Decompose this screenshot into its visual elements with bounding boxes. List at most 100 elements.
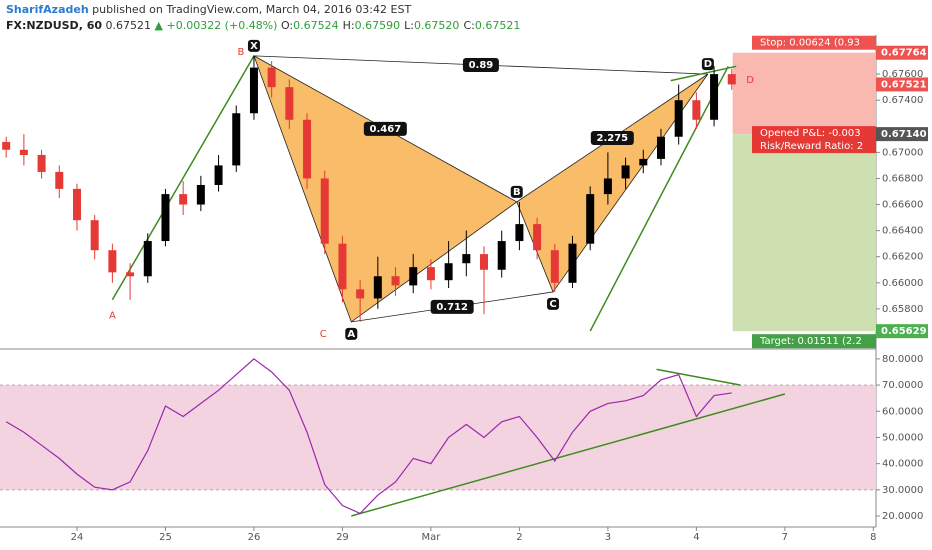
candle-body: [550, 250, 559, 283]
abcd-label: B: [238, 47, 245, 58]
pattern-triangle: [516, 73, 709, 293]
ratio-label: 0.467: [370, 124, 402, 135]
candle-body: [462, 254, 471, 264]
rsi-line: [5, 358, 732, 515]
price-tag-label: 0.65629: [881, 326, 927, 337]
x-tick-label: 29: [336, 532, 349, 543]
candle-body: [710, 74, 719, 120]
candle-body: [126, 272, 135, 277]
candle-body: [568, 243, 577, 283]
author[interactable]: SharifAzadeh: [6, 3, 89, 16]
candle-body: [303, 119, 312, 179]
stop-zone: [732, 52, 876, 135]
x-tick-label: 26: [248, 532, 261, 543]
candle-body: [533, 224, 542, 251]
y-tick-label: 0.65800: [882, 304, 923, 315]
candle-body: [143, 241, 152, 277]
price-tag: [876, 45, 928, 60]
candle-body: [55, 171, 64, 189]
candle-body: [586, 194, 595, 244]
candle-body: [674, 100, 683, 137]
candle-body: [179, 194, 188, 205]
x-tick-label: 25: [159, 532, 172, 543]
y-tick-label: 20.0000: [882, 511, 923, 522]
price-tag-label: 0.67521: [881, 79, 927, 90]
candle-body: [267, 67, 276, 88]
candle-body: [373, 276, 382, 299]
price-tag-label: 0.67140: [881, 129, 927, 140]
abcd-label: A: [109, 311, 116, 322]
y-tick-label: 0.66800: [882, 173, 923, 184]
y-tick-label: 0.66000: [882, 278, 923, 289]
y-tick-label: 0.66600: [882, 200, 923, 211]
price-tag: [876, 324, 928, 339]
trendline: [670, 65, 737, 82]
position-label: Stop: 0.00624 (0.93: [760, 38, 860, 49]
ratio-label: 0.712: [436, 302, 468, 313]
pattern-triangle: [253, 54, 518, 323]
ohlc-value: 0.67590: [354, 19, 401, 32]
candle-body: [656, 136, 665, 159]
symbol: FX:NZDUSD, 60: [6, 19, 103, 32]
candle-body: [444, 263, 453, 281]
point-badge: [701, 58, 714, 71]
y-tick-label: 60.0000: [882, 406, 923, 417]
abcd-label: D: [746, 75, 754, 86]
candle-body: [692, 100, 701, 120]
y-tick-label: 70.0000: [882, 380, 923, 391]
x-tick-label: 4: [693, 532, 699, 543]
trendline: [589, 65, 729, 332]
rsi-band: [0, 385, 876, 490]
y-tick-label: 40.0000: [882, 459, 923, 470]
candle-body: [515, 224, 524, 242]
price-tag: [876, 77, 928, 92]
position-tag: [752, 334, 876, 349]
pattern-line: [351, 291, 554, 323]
ohlc-value: 0.67521: [474, 19, 521, 32]
x-tick-label: Mar: [421, 532, 441, 543]
point-badge: [547, 297, 560, 310]
last: 0.67521: [105, 19, 152, 32]
ohlc-label: H:: [342, 19, 355, 32]
position-label: Opened P&L: -0.003: [760, 128, 861, 139]
candle-body: [480, 254, 489, 270]
y-tick-label: 0.67000: [882, 147, 923, 158]
trendline: [351, 393, 786, 517]
candle-body: [320, 178, 329, 244]
x-tick-label: 2: [516, 532, 522, 543]
ohlc: O:0.67524 H:0.67590 L:0.67520 C:0.67521: [281, 19, 524, 32]
point-badge: [510, 185, 523, 198]
candle-body: [37, 154, 46, 172]
header: SharifAzadeh published on TradingView.co…: [6, 2, 524, 34]
x-tick-label: 8: [870, 532, 876, 543]
point-label: B: [513, 187, 521, 198]
ratio-badge: [363, 121, 407, 136]
candle-body: [108, 250, 117, 273]
candle-body: [391, 276, 400, 286]
ohlc-label: O:: [280, 19, 294, 32]
pattern-line: [253, 55, 708, 75]
ratio-badge: [590, 131, 634, 146]
y-tick-label: 0.67600: [882, 69, 923, 80]
ohlc-value: 0.67520: [413, 19, 460, 32]
candle-body: [72, 188, 81, 221]
change: +0.00322 (+0.48%): [166, 19, 278, 32]
price-tag: [876, 127, 928, 142]
abcd-label: C: [320, 329, 327, 340]
candle-body: [232, 113, 241, 166]
price-tag-label: 0.67764: [881, 48, 927, 59]
trendline: [111, 55, 255, 301]
candle-body: [621, 165, 630, 179]
position-tag: [752, 35, 876, 50]
candle-body: [356, 289, 365, 299]
candle-body: [426, 267, 435, 281]
y-tick-label: 30.0000: [882, 485, 923, 496]
ratio-badge: [462, 57, 499, 72]
position-label: Target: 0.01511 (2.2: [759, 336, 862, 347]
point-badge: [345, 327, 358, 340]
position-tag: [752, 126, 876, 141]
y-tick-label: 0.66200: [882, 252, 923, 263]
candle-body: [639, 158, 648, 166]
candle-body: [603, 178, 612, 195]
